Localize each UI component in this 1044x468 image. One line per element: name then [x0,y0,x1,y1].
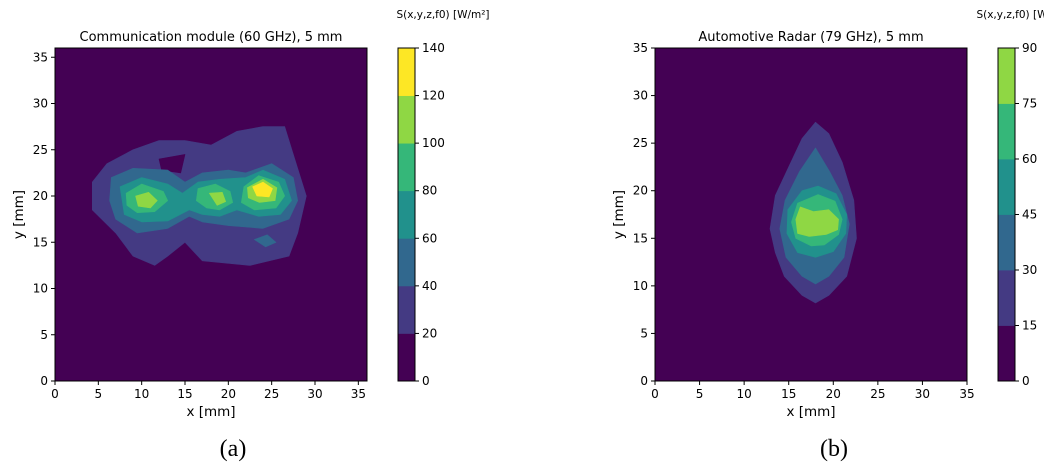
chart-a-xtick-label-30: 30 [307,387,322,401]
chart-a-colorbar-tick-label-140: 140 [422,41,445,55]
chart-a-colorbar-tick-label-40: 40 [422,279,437,293]
chart-a-colorbar-band-0 [398,333,415,382]
chart-b-colorbar-band-1 [998,270,1015,326]
chart-b-colorbar-tick-label-60: 60 [1022,152,1037,166]
chart-b-colorbar-tick-label-75: 75 [1022,97,1037,111]
chart-b-colorbar-band-5 [998,48,1015,104]
chart-b-xtick-label-10: 10 [737,387,752,401]
chart-b-xtick-label-30: 30 [915,387,930,401]
chart-a-ylabel: y [mm] [11,190,27,239]
chart-a-contour-region-8 [135,192,158,209]
chart-b-ytick-label-0: 0 [640,374,648,388]
chart-b-ytick-label-15: 15 [633,231,648,245]
chart-b-xtick-label-5: 5 [696,387,704,401]
chart-a-ytick-label-15: 15 [33,235,48,249]
chart-a-ytick-label-5: 5 [40,328,48,342]
chart-b-ytick-label-10: 10 [633,279,648,293]
chart-b-colorbar-tick-label-30: 30 [1022,263,1037,277]
chart-a-colorbar-tick-label-0: 0 [422,374,430,388]
chart-a-xtick-label-0: 0 [51,387,59,401]
chart-b-colorbar-band-4 [998,103,1015,160]
chart-a-xtick-label-20: 20 [221,387,236,401]
chart-a-xtick-label-35: 35 [351,387,366,401]
chart-b-colorbar-band-0 [998,325,1015,382]
chart-b-colorbar: 0 15 30 45 60 75 90 [997,41,1037,388]
chart-a-ytick-label-30: 30 [33,97,48,111]
chart-a-colorbar-band-6 [398,48,415,96]
chart-a-ytick-label-20: 20 [33,189,48,203]
chart-a-xtick-label-10: 10 [134,387,149,401]
chart-a-contour-region-3 [254,234,277,248]
chart-a-colorbar: 0 20 40 60 80 100 120 140 [397,41,445,388]
chart-b-colorbar-title: S(x,y,z,f0) [W/m²] [976,9,1044,21]
chart-b-ylabel: y [mm] [611,190,627,239]
chart-a-colorbar-band-2 [398,238,415,287]
chart-a-colorbar-tick-label-120: 120 [422,89,445,103]
caption-a: (a) [219,436,247,462]
chart-b-colorbar-band-2 [998,214,1015,271]
contour-chart-b: 0 5 10 15 20 25 30 35 0 5 10 15 20 25 30 35 Automotive R… [611,9,1044,420]
chart-a-ytick-label-35: 35 [33,50,48,64]
chart-b-contours [769,121,857,304]
chart-a-xtick-label-15: 15 [177,387,192,401]
chart-b-colorbar-tick-label-45: 45 [1022,208,1037,222]
caption-b: (b) [820,436,848,462]
chart-a-axes-frame [54,47,368,382]
chart-b-xtick-label-0: 0 [651,387,659,401]
chart-a-title: Communication module (60 GHz), 5 mm [80,30,343,45]
chart-a-colorbar-band-4 [398,143,415,192]
chart-a-colorbar-band-5 [398,95,415,144]
chart-b-ytick-label-5: 5 [640,326,648,340]
chart-b-colorbar-tick-label-90: 90 [1022,41,1037,55]
chart-a-colorbar-band-3 [398,190,415,239]
chart-a-contours [92,126,307,266]
panel-b: 0 5 10 15 20 25 30 35 0 5 10 15 20 25 30 35 Automotive R… [522,0,1044,468]
chart-b-contour-region-4 [795,206,839,237]
chart-b-ytick-label-25: 25 [633,136,648,150]
chart-a-colorbar-tick-label-80: 80 [422,184,437,198]
chart-a-xlabel: x [mm] [186,404,235,420]
chart-a-contour-region-11 [252,181,273,198]
chart-b-axes-frame [654,47,968,382]
chart-b-title: Automotive Radar (79 GHz), 5 mm [698,30,923,45]
chart-a-colorbar-tick-label-20: 20 [422,326,437,340]
chart-b-ytick-label-35: 35 [633,41,648,55]
chart-a-xtick-label-5: 5 [95,387,103,401]
chart-b-xtick-label-25: 25 [870,387,885,401]
chart-b-xtick-label-35: 35 [959,387,974,401]
chart-a-xtick-label-25: 25 [264,387,279,401]
chart-a-ytick-label-10: 10 [33,282,48,296]
chart-b-xtick-label-15: 15 [781,387,796,401]
panel-a: 0 5 10 15 20 25 30 35 0 5 10 15 20 25 30 35 Communicatio… [11,9,490,462]
chart-b-colorbar-band-3 [998,159,1015,215]
chart-a-colorbar-band-1 [398,285,415,334]
chart-b-ytick-label-30: 30 [633,89,648,103]
chart-b-xlabel: x [mm] [786,404,835,420]
chart-a-colorbar-tick-label-100: 100 [422,136,445,150]
chart-b-ytick-label-20: 20 [633,184,648,198]
chart-a-contour-region-9 [209,192,226,206]
chart-a-contour-region-1 [158,154,186,174]
chart-a-colorbar-title: S(x,y,z,f0) [W/m²] [396,9,489,21]
chart-a-ytick-label-25: 25 [33,143,48,157]
chart-b-colorbar-tick-label-15: 15 [1022,319,1037,333]
chart-b-colorbar-tick-label-0: 0 [1022,374,1030,388]
chart-b-xtick-label-20: 20 [826,387,841,401]
contour-chart-a: 0 5 10 15 20 25 30 35 0 5 10 15 20 25 30 35 Communicatio… [11,9,490,420]
chart-a-ytick-label-0: 0 [40,374,48,388]
chart-a-colorbar-frame [397,47,416,382]
chart-a-colorbar-tick-label-60: 60 [422,231,437,245]
